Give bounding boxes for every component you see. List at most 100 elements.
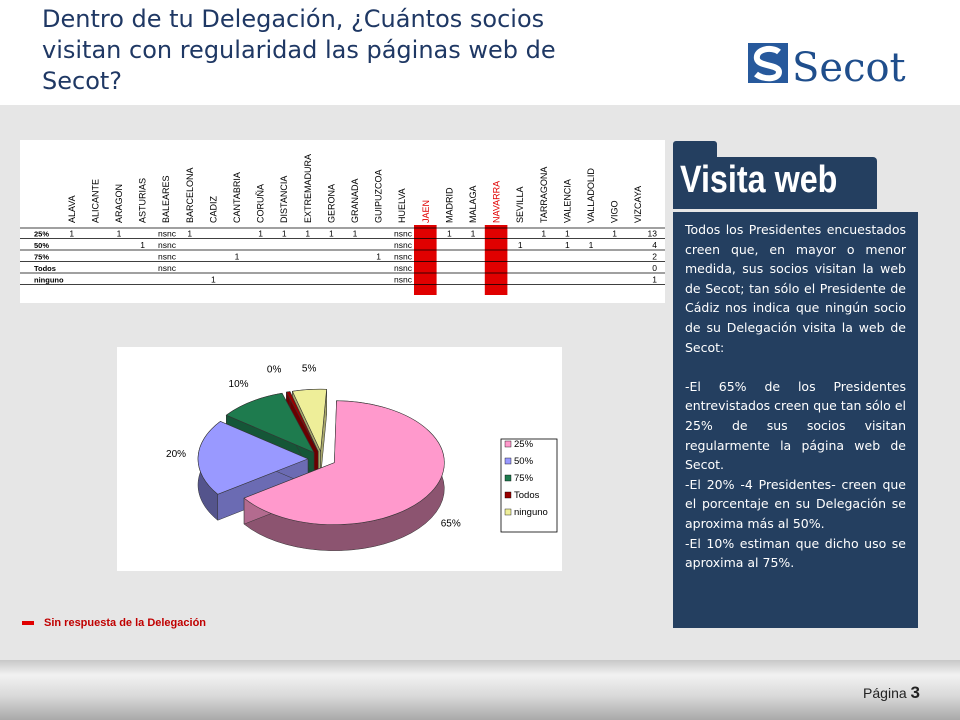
column-header: DISTANCIA xyxy=(279,176,289,223)
table-cell: 1 xyxy=(612,229,617,239)
delegation-table: ALAVA ALICANTE ARAGON ASTURIAS BALEARES BARCE… xyxy=(20,154,665,295)
secot-logo: Secot xyxy=(748,43,906,90)
row-total: 1 xyxy=(652,275,657,285)
row-label: 50% xyxy=(34,241,49,250)
column-header: CORUÑA xyxy=(256,184,266,223)
legend-swatch xyxy=(504,491,512,499)
row-label: 25% xyxy=(34,230,49,239)
column-header: VIGO xyxy=(610,200,620,223)
table-cell: nsnc xyxy=(394,275,413,285)
table-cell: nsnc xyxy=(158,263,177,273)
column-header: JAEN xyxy=(421,200,431,223)
table-cell: 1 xyxy=(329,229,334,239)
row-total: 0 xyxy=(652,263,657,273)
legend-entry: Todos xyxy=(514,490,540,501)
table-cell: 1 xyxy=(376,252,381,262)
legend-entry: 25% xyxy=(514,439,534,450)
column-header: SEVILLA xyxy=(515,186,525,223)
table-cell: 1 xyxy=(211,275,216,285)
page-label: Página xyxy=(863,685,907,701)
table-cell: 1 xyxy=(471,229,476,239)
pie-label: 20% xyxy=(166,449,186,460)
column-header: ARAGON xyxy=(114,184,124,223)
legend-swatch xyxy=(504,508,512,516)
table-cell: nsnc xyxy=(158,229,177,239)
summary-point-2: -El 20% -4 Presidentes- creen que el por… xyxy=(685,476,906,531)
pie-label: 0% xyxy=(267,365,282,376)
table-cell: 1 xyxy=(187,229,192,239)
pie-label: 5% xyxy=(302,364,317,375)
table-cell: nsnc xyxy=(394,263,413,273)
table-cell: nsnc xyxy=(394,229,413,239)
row-label: ninguno xyxy=(34,276,64,285)
pie-slice-50 xyxy=(197,421,309,495)
page-number: Página 3 xyxy=(863,683,920,703)
side-tab-notch xyxy=(673,141,717,159)
table-cell: 1 xyxy=(282,229,287,239)
summary-point-1: -El 65% de los Presidentes entrevistados… xyxy=(685,378,906,473)
pie-chart-panel: 65% 20% 10% 0% 5% 25% 50% 75% Todos ninguno xyxy=(117,347,562,571)
column-header: VIZCAYA xyxy=(633,186,643,223)
legend-entry: ninguno xyxy=(514,507,548,518)
delegation-table-panel: ALAVA ALICANTE ARAGON ASTURIAS BALEARES BARCE… xyxy=(20,140,665,303)
table-cell: 1 xyxy=(69,229,74,239)
row-label: Todos xyxy=(34,264,56,273)
slide-footer xyxy=(0,660,960,720)
pie-slice-75 xyxy=(225,392,315,454)
side-title: Visita web xyxy=(680,159,838,201)
column-header: VALENCIA xyxy=(562,179,572,223)
legend-swatch xyxy=(504,474,512,482)
column-header: GERONA xyxy=(326,184,336,223)
column-header: GUIPUZCOA xyxy=(374,169,384,223)
pie-slice-todos xyxy=(285,391,319,452)
legend-entry: 75% xyxy=(514,473,534,484)
pie-label: 65% xyxy=(441,518,461,529)
legend-box xyxy=(500,438,558,533)
table-cell: 1 xyxy=(117,229,122,239)
row-total: 2 xyxy=(652,252,657,262)
table-cell: 1 xyxy=(565,229,570,239)
column-header: GRANADA xyxy=(350,178,360,223)
column-header: ALAVA xyxy=(67,195,77,223)
slide-header: Dentro de tu Delegación, ¿Cuántos socios… xyxy=(0,0,960,105)
highlight-column-navarra xyxy=(484,225,508,295)
table-cell: 1 xyxy=(565,240,570,250)
no-response-label: Sin respuesta de la Delegación xyxy=(44,617,207,629)
table-cell: 1 xyxy=(589,240,594,250)
column-header: VALLADOLID xyxy=(586,168,596,223)
pie-slice-25 xyxy=(243,400,445,525)
summary-panel: Todos los Presidentes encuestados creen … xyxy=(673,212,918,628)
page-number-value: 3 xyxy=(910,683,920,702)
table-cell: 1 xyxy=(258,229,263,239)
slide-title: Dentro de tu Delegación, ¿Cuántos socios… xyxy=(42,5,556,95)
row-total: 13 xyxy=(648,229,658,239)
table-cell: 1 xyxy=(353,229,358,239)
summary-intro: Todos los Presidentes encuestados creen … xyxy=(685,222,906,355)
column-header: MADRID xyxy=(444,187,454,223)
summary-point-3: -El 10% estiman que dicho uso se aproxim… xyxy=(685,535,906,571)
column-header: EXTREMADURA xyxy=(303,154,313,223)
highlight-column-jaen xyxy=(414,225,437,295)
pie-chart: 65% 20% 10% 0% 5% 25% 50% 75% Todos ninguno xyxy=(166,364,558,551)
legend-swatch xyxy=(504,440,512,448)
side-title-tab xyxy=(673,157,877,209)
table-cell: nsnc xyxy=(394,240,413,250)
legend-entry: 50% xyxy=(514,456,534,467)
column-header: BARCELONA xyxy=(185,167,195,223)
no-response-swatch xyxy=(22,621,34,626)
table-cell: 1 xyxy=(541,229,546,239)
table-cell: nsnc xyxy=(158,240,177,250)
table-cell: 1 xyxy=(140,240,145,250)
column-header: CADIZ xyxy=(208,195,218,223)
logo-wordmark: Secot xyxy=(792,45,906,90)
table-cell: 1 xyxy=(235,252,240,262)
column-header: MALAGA xyxy=(468,185,478,223)
table-cell: nsnc xyxy=(394,252,413,262)
column-header: ASTURIAS xyxy=(138,178,148,223)
column-header: TARRAGONA xyxy=(539,167,549,223)
table-cell: 1 xyxy=(518,240,523,250)
table-cell: 1 xyxy=(305,229,310,239)
row-total: 4 xyxy=(652,240,657,250)
row-label: 75% xyxy=(34,253,49,262)
pie-legend: 25% 50% 75% Todos ninguno xyxy=(500,438,558,533)
